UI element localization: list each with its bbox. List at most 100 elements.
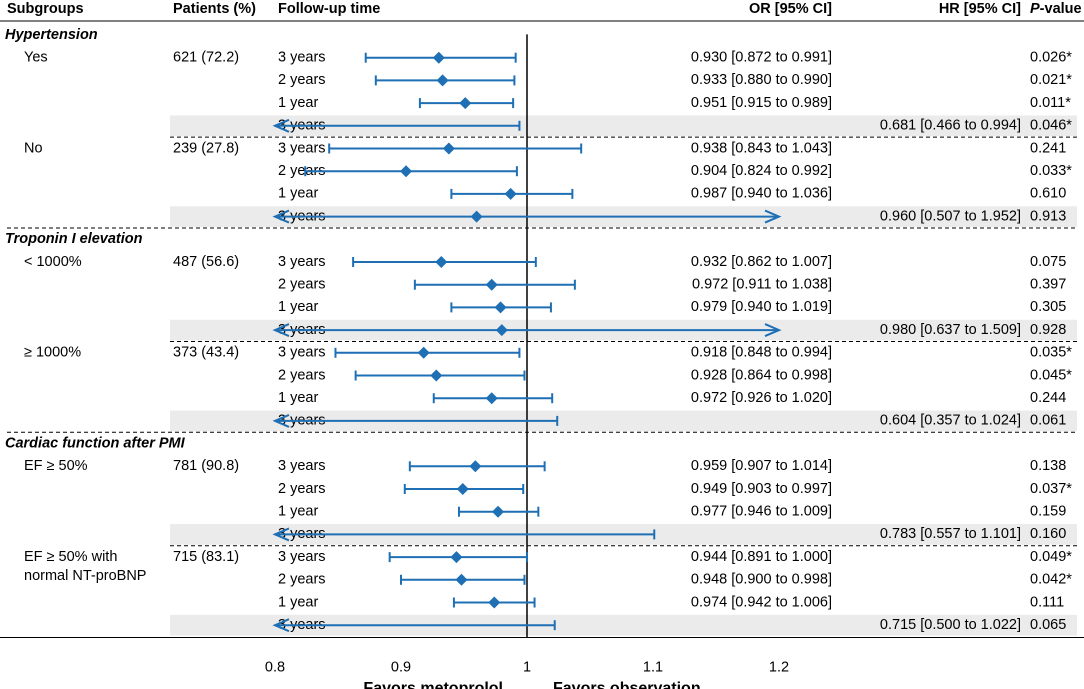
p-value: 0.397 [1030,277,1066,293]
group-title: Cardiac function after PMI [5,435,186,451]
hr-ci-text: 0.715 [0.500 to 1.022] [880,617,1021,633]
header-followup: Follow-up time [278,1,380,17]
p-value: 0.037* [1030,481,1072,497]
followup-time: 1 year [278,594,318,610]
estimate-marker [417,346,430,359]
x-tick-label: 0.9 [391,659,411,675]
p-value: 0.049* [1030,549,1072,565]
estimate-marker [492,505,505,518]
estimate-marker [459,97,472,110]
subgroup-name: EF ≥ 50% [24,458,88,474]
followup-time: 2 years [278,277,326,293]
followup-time: 2 years [278,163,326,179]
or-ci-text: 0.987 [0.940 to 1.036] [691,186,832,202]
subgroup-patients: 487 (56.6) [173,254,239,270]
subgroup-name: EF ≥ 50% with [24,549,117,565]
header-pvalue-suffix: -value [1040,1,1082,17]
or-ci-text: 0.949 [0.903 to 0.997] [691,481,832,497]
or-ci-text: 0.974 [0.942 to 1.006] [691,594,832,610]
p-value: 0.065 [1030,617,1066,633]
hr-ci-text: 0.783 [0.557 to 1.101] [880,526,1021,542]
x-tick-label: 1.1 [643,659,663,675]
followup-time: 1 year [278,390,318,406]
p-value: 0.913 [1030,208,1066,224]
p-value: 0.011* [1030,95,1071,111]
subgroup-name: ≥ 1000% [24,345,81,361]
subgroup-patients: 781 (90.8) [173,458,239,474]
hr-row-shade [170,410,1077,432]
or-ci-text: 0.933 [0.880 to 0.990] [691,72,832,88]
plot-marks [272,51,782,633]
subgroup-patients: 715 (83.1) [173,549,239,565]
p-value: 0.241 [1030,140,1066,156]
p-value: 0.042* [1030,572,1072,588]
p-value: 0.033* [1030,163,1072,179]
or-ci-text: 0.979 [0.940 to 1.019] [691,299,832,315]
or-ci-text: 0.977 [0.946 to 1.009] [691,504,832,520]
or-ci-text: 0.938 [0.843 to 1.043] [691,140,832,156]
p-value: 0.046* [1030,118,1072,134]
header-subgroups: Subgroups [7,1,84,17]
p-value: 0.061 [1030,413,1066,429]
p-value: 0.610 [1030,186,1066,202]
estimate-marker [485,392,498,405]
estimate-marker [442,142,455,155]
or-ci-text: 0.928 [0.864 to 0.998] [691,367,832,383]
header-hr: HR [95% CI] [939,1,1021,17]
or-ci-text: 0.918 [0.848 to 0.994] [691,345,832,361]
x-tick-label: 1 [523,659,531,675]
p-value: 0.045* [1030,367,1072,383]
estimate-marker [455,573,468,586]
grid-lines [0,20,1084,639]
p-value: 0.244 [1030,390,1066,406]
estimate-marker [400,165,413,178]
ci-arrow-left [272,618,290,633]
header-pvalue: P-value [1030,1,1082,17]
ci-arrow-right [764,323,782,338]
estimate-marker [488,596,501,609]
or-ci-text: 0.932 [0.862 to 1.007] [691,254,832,270]
table-text: Subgroups Patients (%) Follow-up time OR [9… [5,1,1082,689]
subgroup-name: Yes [24,50,48,66]
estimate-marker [495,324,508,337]
estimate-marker [456,483,469,495]
followup-time: 3 years [278,140,326,156]
followup-time: 2 years [278,481,326,497]
subgroup-name: normal NT-proBNP [24,568,146,584]
subgroup-patients: 621 (72.2) [173,50,239,66]
hr-ci-text: 0.980 [0.637 to 1.509] [880,322,1021,338]
estimate-marker [430,369,443,382]
p-value: 0.160 [1030,526,1066,542]
estimate-marker [435,256,448,268]
followup-time: 2 years [278,72,326,88]
p-value: 0.305 [1030,299,1066,315]
group-title: Troponin I elevation [5,231,143,247]
ci-arrow-left [272,527,290,542]
estimate-marker [432,51,445,64]
ci-arrow-left [272,118,290,133]
ci-arrow-left [272,209,290,224]
header-pvalue-p: P [1030,1,1040,17]
subgroup-patients: 373 (43.4) [173,345,239,361]
p-value: 0.075 [1030,254,1066,270]
or-ci-text: 0.959 [0.907 to 1.014] [691,458,832,474]
favors-right-label: Favors observation [553,680,701,689]
p-value: 0.035* [1030,345,1072,361]
hr-row-shade [170,614,1077,636]
followup-time: 1 year [278,186,318,202]
or-ci-text: 0.904 [0.824 to 0.992] [691,163,832,179]
shaded-rows [170,115,1077,636]
ci-arrow-left [272,413,290,428]
p-value: 0.159 [1030,504,1066,520]
estimate-marker [470,210,483,223]
estimate-marker [469,460,482,473]
estimate-marker [494,301,507,314]
p-value: 0.138 [1030,458,1066,474]
hr-row-shade [170,115,1077,137]
estimate-marker [436,74,449,87]
x-tick-label: 0.8 [265,659,285,675]
header-patients: Patients (%) [173,1,256,17]
p-value: 0.026* [1030,50,1072,66]
p-value: 0.928 [1030,322,1066,338]
followup-time: 3 years [278,50,326,66]
